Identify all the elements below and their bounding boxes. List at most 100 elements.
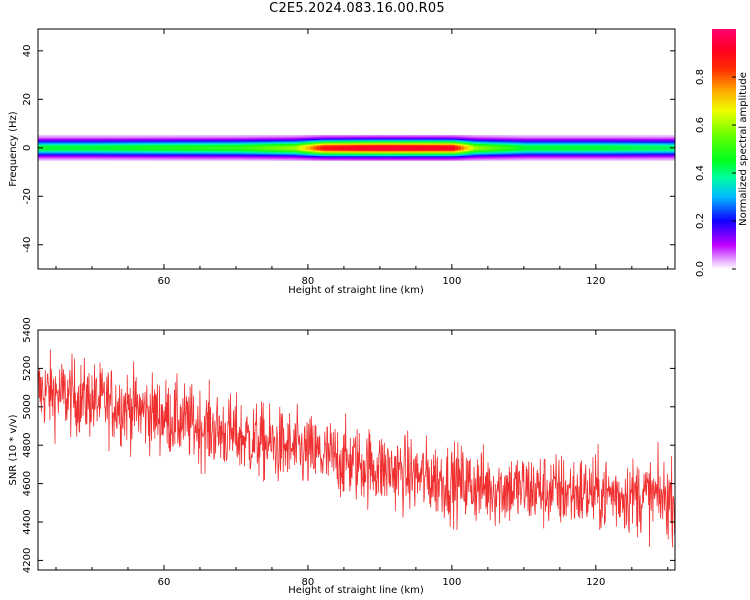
heatmap-cell: [395, 152, 399, 154]
heatmap-cell: [425, 156, 429, 159]
heatmap-cell: [317, 135, 321, 137]
heatmap-cell: [371, 159, 375, 161]
heatmap-cell: [398, 145, 402, 148]
heatmap-cell: [209, 135, 213, 137]
heatmap-cell: [209, 149, 213, 152]
heatmap-cell: [332, 144, 336, 147]
heatmap-cell: [524, 135, 528, 137]
heatmap-cell: [524, 137, 528, 139]
heatmap-cell: [599, 154, 603, 156]
heatmap-cell: [671, 156, 675, 159]
heatmap-cell: [503, 155, 507, 158]
heatmap-cell: [62, 141, 66, 143]
heatmap-cell: [155, 159, 159, 161]
heatmap-cell: [608, 159, 612, 161]
heatmap-cell: [536, 135, 540, 137]
heatmap-cell: [338, 148, 342, 150]
heatmap-cell: [482, 143, 486, 146]
heatmap-cell: [293, 137, 297, 139]
heatmap-cell: [494, 135, 498, 137]
heatmap-cell: [104, 150, 108, 153]
heatmap-cell: [347, 144, 351, 147]
heatmap-cell: [299, 147, 303, 149]
heatmap-cell: [224, 136, 228, 138]
heatmap-cell: [356, 149, 360, 152]
heatmap-cell: [611, 138, 615, 141]
heatmap-cell: [212, 148, 216, 150]
heatmap-cell: [455, 155, 459, 158]
heatmap-cell: [494, 139, 498, 142]
heatmap-cell: [488, 153, 492, 155]
heatmap-cell: [59, 158, 63, 160]
heatmap-cell: [614, 152, 618, 154]
heatmap-cell: [305, 142, 309, 144]
heatmap-cell: [512, 158, 516, 160]
heatmap-cell: [632, 145, 636, 148]
heatmap-cell: [539, 152, 543, 154]
heatmap-cell: [41, 155, 45, 158]
heatmap-cell: [218, 142, 222, 144]
heatmap-cell: [413, 145, 417, 148]
heatmap-cell: [152, 156, 156, 159]
heatmap-cell: [80, 153, 84, 155]
heatmap-cell: [617, 142, 621, 144]
heatmap-cell: [578, 145, 582, 148]
heatmap-cell: [425, 154, 429, 156]
heatmap-cell: [143, 142, 147, 144]
heatmap-cell: [47, 135, 51, 137]
heatmap-cell: [386, 145, 390, 148]
heatmap-cell: [236, 139, 240, 142]
heatmap-cell: [653, 139, 657, 142]
heatmap-cell: [503, 150, 507, 153]
heatmap-cell: [278, 144, 282, 147]
heatmap-cell: [662, 159, 666, 161]
heatmap-cell: [101, 143, 105, 146]
heatmap-cell: [80, 148, 84, 150]
heatmap-cell: [467, 152, 471, 154]
heatmap-cell: [320, 148, 324, 150]
heatmap-cell: [107, 137, 111, 139]
heatmap-cell: [317, 152, 321, 154]
heatmap-cell: [554, 155, 558, 158]
heatmap-cell: [563, 152, 567, 154]
heatmap-cell: [395, 138, 399, 141]
heatmap-cell: [560, 144, 564, 147]
heatmap-cell: [593, 141, 597, 143]
heatmap-cell: [395, 139, 399, 142]
heatmap-cell: [215, 155, 219, 158]
heatmap-cell: [176, 147, 180, 149]
heatmap-cell: [647, 145, 651, 148]
heatmap-cell: [467, 150, 471, 153]
heatmap-cell: [650, 153, 654, 155]
heatmap-cell: [266, 159, 270, 161]
heatmap-cell: [386, 156, 390, 159]
heatmap-cell: [563, 159, 567, 161]
heatmap-cell: [317, 158, 321, 160]
heatmap-cell: [569, 144, 573, 147]
heatmap-cell: [524, 141, 528, 143]
heatmap-cell: [98, 148, 102, 150]
heatmap-cell: [365, 152, 369, 154]
heatmap-cell: [335, 143, 339, 146]
heatmap-cell: [278, 136, 282, 138]
heatmap-cell: [269, 135, 273, 137]
heatmap-cell: [431, 149, 435, 152]
heatmap-cell: [443, 149, 447, 152]
heatmap-cell: [98, 158, 102, 160]
heatmap-cell: [284, 147, 288, 149]
heatmap-cell: [173, 138, 177, 141]
heatmap-cell: [653, 135, 657, 137]
heatmap-cell: [374, 139, 378, 142]
heatmap-cell: [59, 159, 63, 161]
heatmap-cell: [242, 141, 246, 143]
heatmap-cell: [554, 138, 558, 141]
heatmap-cell: [473, 148, 477, 150]
heatmap-cell: [581, 147, 585, 149]
heatmap-cell: [275, 159, 279, 161]
heatmap-cell: [545, 138, 549, 141]
heatmap-cell: [182, 143, 186, 146]
heatmap-cell: [251, 137, 255, 139]
heatmap-cell: [308, 137, 312, 139]
heatmap-cell: [338, 144, 342, 147]
heatmap-cell: [212, 139, 216, 142]
